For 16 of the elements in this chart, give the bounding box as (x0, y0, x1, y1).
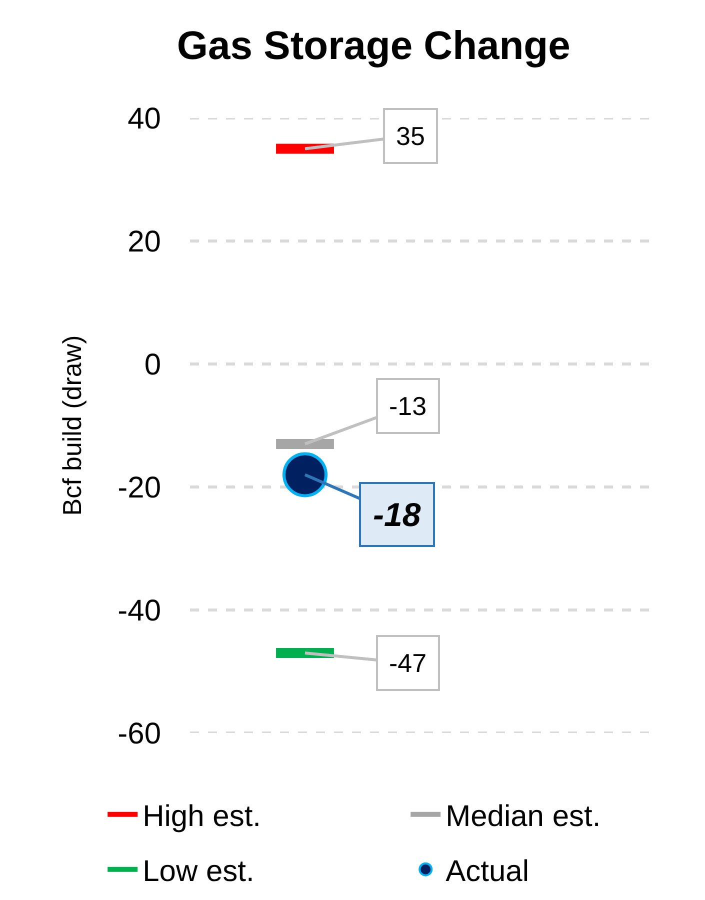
legend-label: Actual (446, 855, 529, 888)
legend-label: Low est. (142, 855, 254, 888)
annotation: 35 (396, 121, 425, 151)
y-tick-label: -20 (118, 472, 161, 504)
y-tick-label: 40 (128, 102, 161, 136)
annotation: -47 (389, 648, 427, 678)
data-label: -18 (373, 496, 422, 533)
y-axis-title: Bcf build (draw) (57, 335, 88, 516)
y-tick-label: -60 (118, 718, 161, 750)
y-tick-label: -40 (118, 594, 161, 628)
chart-title: Gas Storage Change (176, 24, 570, 68)
legend-label: Median est. (446, 800, 601, 834)
annotation: -13 (389, 391, 427, 421)
legend-label: High est. (142, 800, 261, 834)
y-tick-label: 20 (128, 226, 161, 258)
y-tick-label: 0 (144, 348, 161, 382)
